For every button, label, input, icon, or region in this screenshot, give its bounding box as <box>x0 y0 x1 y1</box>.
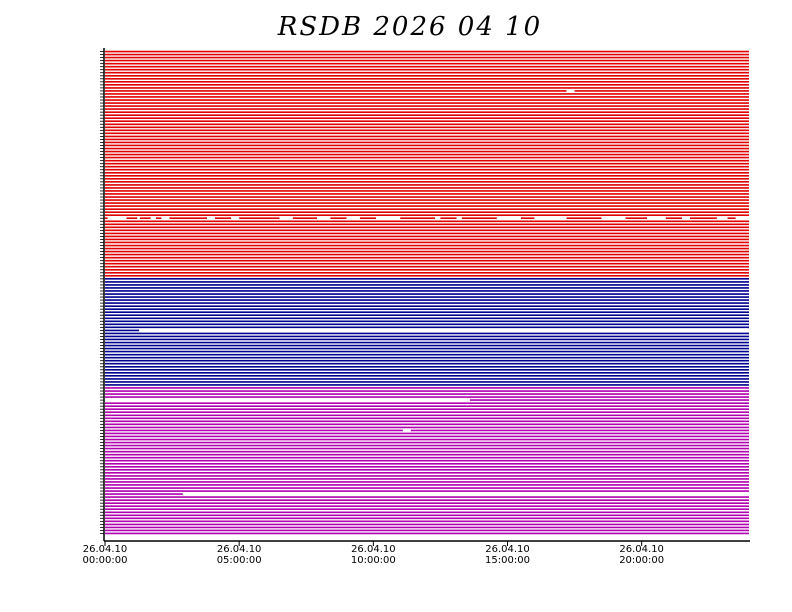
gap <box>231 217 240 220</box>
gap <box>376 217 401 220</box>
gap <box>105 398 470 402</box>
x-tick-label: 26.04.10 05:00:00 <box>216 544 262 566</box>
gap <box>716 217 728 220</box>
gap <box>402 429 411 432</box>
gap <box>161 217 170 220</box>
gap <box>735 217 749 220</box>
gap <box>601 217 626 220</box>
x-tick-label: 26.04.10 10:00:00 <box>350 544 396 566</box>
x-tick-label: 26.04.10 20:00:00 <box>619 544 665 566</box>
gap <box>346 217 360 220</box>
gap <box>279 217 293 220</box>
gap <box>435 217 441 220</box>
gap <box>107 217 127 220</box>
x-tick-label: 26.04.10 15:00:00 <box>485 544 530 566</box>
gap <box>316 217 331 220</box>
gap <box>206 217 216 220</box>
gap <box>139 329 749 332</box>
gap <box>150 217 156 220</box>
gap <box>496 217 521 220</box>
chart-title: RSDB 2026 04 10 <box>277 12 542 42</box>
gap <box>137 217 140 220</box>
gap <box>182 492 750 496</box>
gap <box>534 217 567 220</box>
gap <box>647 217 666 220</box>
gap <box>456 217 462 220</box>
gap <box>681 217 690 220</box>
x-tick-label: 26.04.10 00:00:00 <box>82 544 128 566</box>
gap <box>566 89 575 93</box>
